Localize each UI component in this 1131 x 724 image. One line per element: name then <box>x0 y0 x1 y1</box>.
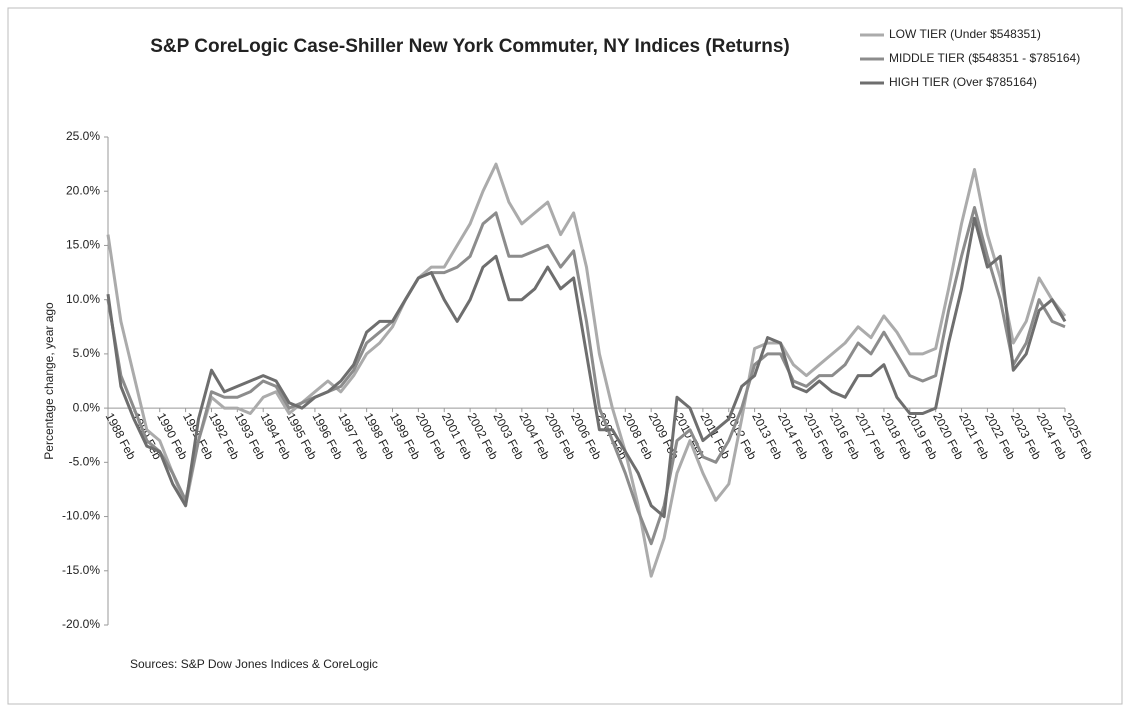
y-tick-label: 10.0% <box>66 292 100 306</box>
series-line <box>106 216 1067 519</box>
y-tick-label: 0.0% <box>73 400 101 414</box>
y-tick-label: -15.0% <box>62 563 100 577</box>
chart-border <box>7 7 1123 705</box>
y-tick-label: -10.0% <box>62 509 100 523</box>
y-axis-label: Percentage change, year ago <box>42 302 56 460</box>
legend-label: MIDDLE TIER ($548351 - $785164) <box>889 51 1080 65</box>
y-tick-label: 25.0% <box>66 129 100 143</box>
legend-label: HIGH TIER (Over $785164) <box>889 75 1037 89</box>
series-line <box>106 206 1066 546</box>
series-line <box>106 162 1067 578</box>
y-tick-label: -5.0% <box>69 455 101 469</box>
y-tick-label: 20.0% <box>66 183 100 197</box>
y-tick-label: 15.0% <box>66 238 100 252</box>
y-tick-label: -20.0% <box>62 617 100 631</box>
chart-title: S&P CoreLogic Case-Shiller New York Comm… <box>150 36 790 57</box>
source-note: Sources: S&P Dow Jones Indices & CoreLog… <box>130 657 378 671</box>
legend-label: LOW TIER (Under $548351) <box>889 27 1041 41</box>
y-tick-label: 5.0% <box>73 346 101 360</box>
